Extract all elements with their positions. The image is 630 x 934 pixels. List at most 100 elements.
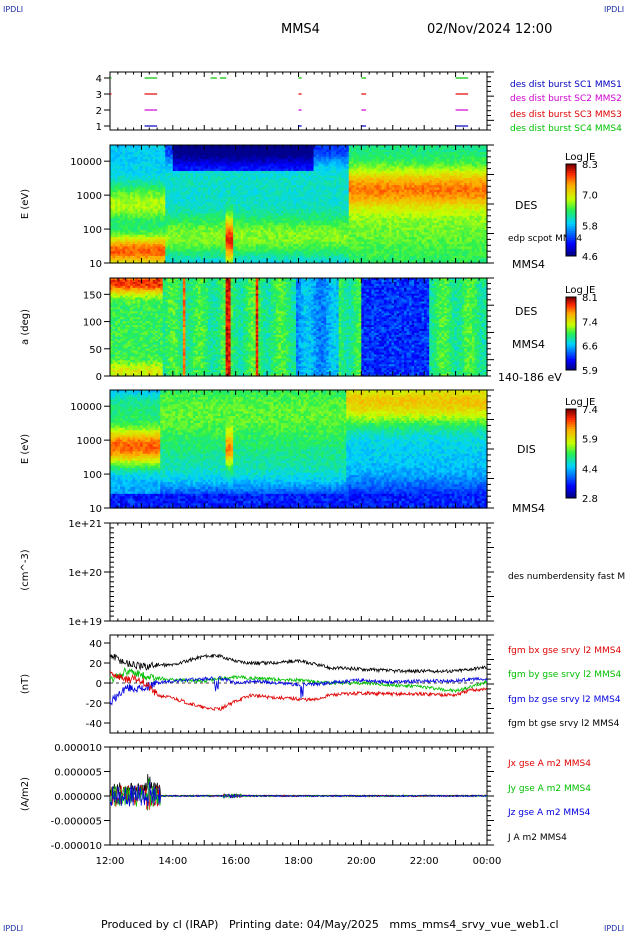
- heatmap-cell: [160, 194, 164, 198]
- heatmap-cell: [110, 187, 114, 191]
- heatmap-cell: [270, 163, 274, 167]
- heatmap-cell: [167, 220, 171, 224]
- heatmap-cell: [228, 227, 232, 231]
- heatmap-cell: [120, 149, 124, 153]
- heatmap-cell: [265, 199, 269, 203]
- heatmap-cell: [233, 196, 237, 200]
- heatmap-cell: [308, 145, 312, 148]
- heatmap-cell: [120, 218, 124, 222]
- heatmap-cell: [220, 173, 224, 177]
- heatmap-cell: [182, 218, 186, 222]
- heatmap-cell: [127, 156, 131, 160]
- heatmap-cell: [180, 145, 184, 148]
- heatmap-cell: [228, 152, 232, 156]
- heatmap-cell: [210, 215, 214, 219]
- heatmap-cell: [253, 241, 257, 245]
- heatmap-cell: [117, 156, 121, 160]
- heatmap-cell: [137, 206, 141, 210]
- heatmap-cell: [130, 145, 134, 148]
- heatmap-cell: [228, 206, 232, 210]
- heatmap-cell: [167, 194, 171, 198]
- heatmap-cell: [160, 251, 164, 255]
- heatmap-cell: [197, 180, 202, 184]
- heatmap-cell: [248, 204, 252, 207]
- heatmap-cell: [215, 253, 219, 257]
- heatmap-cell: [142, 189, 146, 193]
- heatmap-cell: [117, 213, 121, 217]
- heatmap-cell: [275, 229, 279, 233]
- heatmap-cell: [202, 215, 207, 219]
- heatmap-cell: [182, 156, 186, 160]
- heatmap-cell: [233, 258, 237, 262]
- heatmap-cell: [208, 248, 212, 252]
- heatmap-cell: [195, 248, 199, 252]
- heatmap-cell: [228, 253, 232, 257]
- heatmap-cell: [177, 166, 181, 170]
- heatmap-cell: [265, 159, 269, 163]
- heatmap-cell: [210, 178, 214, 181]
- heatmap-cell: [172, 258, 176, 262]
- heatmap-cell: [288, 194, 292, 198]
- heatmap-cell: [135, 244, 139, 248]
- heatmap-cell: [155, 218, 159, 222]
- heatmap-cell: [210, 187, 214, 191]
- heatmap-cell: [298, 222, 302, 226]
- heatmap-cell: [301, 218, 305, 222]
- heatmap-cell: [205, 237, 209, 240]
- heatmap-cell: [192, 237, 197, 240]
- heatmap-cell: [245, 199, 249, 203]
- heatmap-cell: [218, 192, 222, 196]
- heatmap-cell: [235, 180, 239, 184]
- heatmap-cell: [117, 227, 121, 231]
- heatmap-cell: [288, 178, 292, 181]
- heatmap-cell: [270, 237, 274, 240]
- heatmap-cell: [283, 199, 287, 203]
- heatmap-cell: [187, 222, 192, 226]
- heatmap-cell: [275, 234, 279, 238]
- heatmap-cell: [295, 229, 300, 233]
- heatmap-cell: [225, 185, 229, 189]
- heatmap-cell: [115, 152, 119, 156]
- heatmap-cell: [233, 170, 237, 174]
- heatmap-cell: [288, 196, 292, 200]
- heatmap-cell: [132, 180, 136, 184]
- heatmap-cell: [167, 258, 171, 262]
- heatmap-cell: [303, 215, 307, 219]
- heatmap-cell: [238, 258, 242, 262]
- heatmap-cell: [230, 225, 234, 229]
- heatmap-cell: [313, 161, 317, 165]
- heatmap-cell: [157, 213, 161, 217]
- heatmap-cell: [253, 229, 257, 233]
- heatmap-cell: [147, 206, 151, 210]
- heatmap-cell: [243, 239, 247, 243]
- heatmap-cell: [195, 201, 199, 205]
- heatmap-cell: [258, 180, 262, 184]
- heatmap-cell: [197, 244, 202, 248]
- heatmap-cell: [177, 161, 181, 165]
- heatmap-cell: [270, 253, 274, 257]
- heatmap-cell: [147, 182, 151, 186]
- heatmap-cell: [152, 251, 156, 255]
- heatmap-cell: [218, 199, 222, 203]
- heatmap-cell: [115, 206, 119, 210]
- heatmap-cell: [268, 175, 272, 179]
- heatmap-cell: [253, 187, 257, 191]
- heatmap-cell: [245, 147, 249, 151]
- heatmap-cell: [270, 241, 274, 245]
- heatmap-cell: [275, 161, 279, 165]
- heatmap-cell: [117, 232, 121, 236]
- heatmap-cell: [218, 222, 222, 226]
- heatmap-cell: [253, 206, 257, 210]
- heatmap-cell: [245, 213, 249, 217]
- heatmap-cell: [195, 192, 199, 196]
- heatmap-cell: [185, 149, 189, 153]
- heatmap-cell: [223, 246, 227, 250]
- heatmap-cell: [235, 222, 239, 226]
- heatmap-cell: [195, 170, 199, 174]
- heatmap-cell: [258, 227, 262, 231]
- heatmap-cell: [177, 185, 181, 189]
- heatmap-cell: [195, 154, 199, 158]
- heatmap-cell: [182, 258, 186, 262]
- heatmap-cell: [195, 227, 199, 231]
- heatmap-cell: [165, 204, 169, 207]
